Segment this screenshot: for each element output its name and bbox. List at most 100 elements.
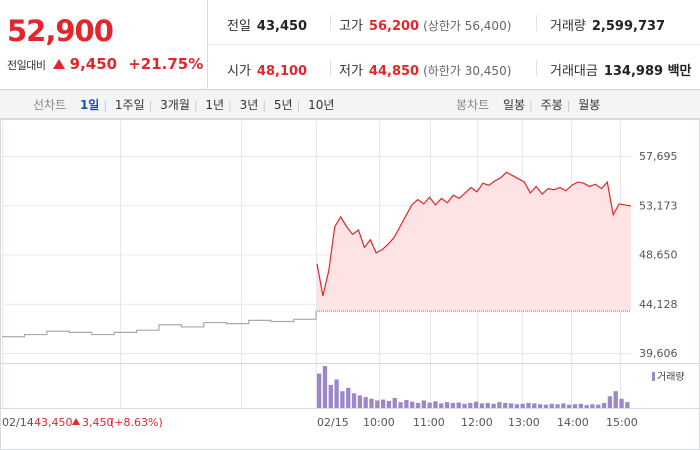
today-price-line bbox=[316, 171, 632, 297]
up-triangle-icon bbox=[52, 59, 65, 69]
volume-bar bbox=[462, 403, 467, 408]
today-area-fill bbox=[317, 172, 631, 312]
x-axis-label: 02/15 bbox=[317, 416, 349, 429]
line-chart-tabs: 선차트 1일 | 1주일 | 3개월 | 1년 | 3년 | 5년 | 10년 bbox=[33, 96, 338, 113]
volume-bar bbox=[572, 404, 578, 408]
volume-bar bbox=[410, 401, 415, 408]
volume-bar bbox=[363, 397, 368, 408]
prev-day-change: 3,450 bbox=[82, 416, 114, 429]
volume-bar bbox=[584, 405, 589, 408]
x-axis-label: 13:00 bbox=[508, 416, 540, 429]
prev-day-line bbox=[2, 318, 317, 338]
volume-bar bbox=[328, 384, 333, 408]
price-box: 52,900 전일대비 9,450 +21.75% bbox=[0, 0, 208, 90]
tab-monthly-candle[interactable]: 월봉 bbox=[578, 98, 601, 112]
price-lines bbox=[2, 171, 632, 338]
volume-bar bbox=[537, 404, 543, 408]
volume-bar bbox=[357, 395, 363, 408]
x-axis-label: 12:00 bbox=[461, 416, 493, 429]
volume-bar bbox=[415, 402, 421, 408]
volume-bar bbox=[421, 400, 426, 408]
volume-bar bbox=[578, 403, 583, 408]
tab-1day[interactable]: 1일 bbox=[79, 98, 100, 112]
volume-bar bbox=[508, 403, 514, 408]
stats-row-2: 시가 48,100 저가 44,850 (하한가 30,450) 거래대금 134,98… bbox=[208, 45, 700, 90]
x-axis-label: 15:00 bbox=[606, 416, 638, 429]
volume-bar bbox=[317, 373, 322, 408]
prev-day-change-pct: (+8.63%) bbox=[110, 416, 163, 429]
volume-legend-label: 거래량 bbox=[657, 371, 685, 383]
volume-bar bbox=[474, 401, 479, 408]
prev-day-close: 43,450 bbox=[34, 416, 73, 429]
stat-high: 고가 56,200 (상한가 56,400) bbox=[330, 15, 511, 34]
stat-amount: 거래대금 134,989 백만 bbox=[536, 60, 692, 79]
line-chart-title: 선차트 bbox=[33, 98, 67, 112]
quote-header: 52,900 전일대비 9,450 +21.75% 전일 43,450 고가 56,… bbox=[0, 0, 700, 90]
volume-bar bbox=[497, 402, 502, 408]
price-area bbox=[317, 172, 631, 312]
volume-bar bbox=[625, 402, 630, 408]
current-price: 52,900 bbox=[7, 14, 114, 48]
volume-bar bbox=[392, 397, 397, 408]
tab-daily-candle[interactable]: 일봉 bbox=[502, 98, 526, 112]
stat-open: 시가 48,100 bbox=[227, 64, 308, 79]
volume-bar bbox=[369, 398, 374, 408]
volume-bar bbox=[532, 403, 537, 408]
volume-bar bbox=[555, 404, 560, 408]
tab-3month[interactable]: 3개월 bbox=[160, 98, 190, 112]
candle-chart-tabs: 봉차트 일봉 | 주봉 | 월봉 bbox=[456, 96, 604, 113]
y-axis-ticks: 57,695 53,173 48,650 44,128 39,606 bbox=[639, 150, 678, 360]
volume-legend-swatch bbox=[652, 372, 655, 381]
tab-1week[interactable]: 1주일 bbox=[114, 98, 145, 112]
volume-bar bbox=[485, 402, 490, 408]
volume-bar bbox=[567, 404, 572, 408]
volume-bar bbox=[561, 403, 566, 408]
volume-bar bbox=[619, 398, 624, 408]
volume-bar bbox=[351, 393, 357, 408]
volume-bar bbox=[380, 399, 386, 408]
volume-bars: 거래량 bbox=[317, 366, 685, 408]
volume-bar bbox=[543, 404, 549, 408]
chart-grid bbox=[0, 119, 700, 450]
stats-row-1: 전일 43,450 고가 56,200 (상한가 56,400) 거래량 2,599,7… bbox=[208, 0, 700, 45]
change-amount: 9,450 bbox=[69, 55, 118, 73]
x-axis-label: 14:00 bbox=[557, 416, 589, 429]
tab-10year[interactable]: 10년 bbox=[308, 98, 335, 112]
y-tick-label: 57,695 bbox=[639, 150, 678, 163]
volume-bar bbox=[433, 401, 438, 408]
volume-bar bbox=[503, 402, 508, 408]
volume-bar bbox=[427, 402, 432, 408]
price-chart: 57,695 53,173 48,650 44,128 39,606 거래량 02/15… bbox=[0, 119, 700, 450]
volume-bar bbox=[491, 403, 496, 408]
volume-bar bbox=[590, 404, 595, 408]
volume-bar bbox=[322, 366, 328, 408]
volume-bar bbox=[479, 403, 485, 408]
volume-bar bbox=[456, 402, 461, 408]
volume-bar bbox=[375, 400, 380, 408]
volume-bar bbox=[398, 402, 403, 408]
y-tick-label: 39,606 bbox=[639, 347, 678, 360]
stat-low: 저가 44,850 (하한가 30,450) bbox=[330, 60, 511, 79]
prev-day-footer: 02/14 43,450 3,450(+8.63%) bbox=[2, 416, 163, 429]
volume-bar bbox=[444, 402, 450, 408]
volume-bar bbox=[607, 396, 613, 408]
tab-5year[interactable]: 5년 bbox=[273, 98, 293, 112]
y-tick-label: 53,173 bbox=[639, 199, 678, 212]
stat-prev-close: 전일 43,450 bbox=[227, 19, 308, 34]
volume-bar bbox=[520, 403, 525, 408]
x-axis-labels: 02/15 10:00 11:00 12:00 13:00 14:00 15:00 bbox=[317, 416, 638, 429]
stat-volume: 거래량 2,599,737 bbox=[536, 15, 665, 34]
tab-3year[interactable]: 3년 bbox=[239, 98, 259, 112]
volume-bar bbox=[468, 402, 473, 408]
tab-1year[interactable]: 1년 bbox=[205, 98, 225, 112]
prev-day-up-icon bbox=[72, 418, 80, 425]
volume-bar bbox=[439, 403, 444, 408]
stats-panel: 전일 43,450 고가 56,200 (상한가 56,400) 거래량 2,599,7… bbox=[208, 0, 700, 90]
volume-bar bbox=[526, 402, 531, 408]
volume-bar bbox=[346, 387, 351, 408]
change-label: 전일대비 bbox=[7, 59, 46, 72]
x-axis-label: 10:00 bbox=[363, 416, 395, 429]
tab-weekly-candle[interactable]: 주봉 bbox=[540, 98, 563, 112]
y-tick-label: 44,128 bbox=[639, 298, 678, 311]
volume-bar bbox=[334, 379, 339, 408]
